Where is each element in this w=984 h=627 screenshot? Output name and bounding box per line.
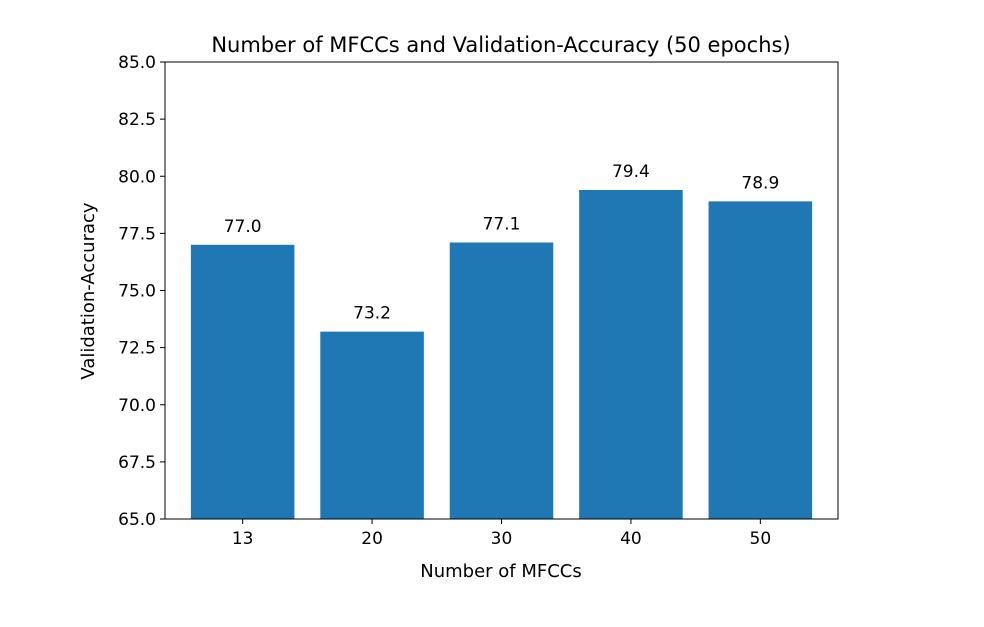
bar-20: [320, 331, 424, 519]
x-axis: 13 20 30 40 50: [232, 519, 771, 549]
y-tick-label-85.0: 85.0: [118, 53, 156, 73]
data-labels-group: 77.0 73.2 77.1 79.4 78.9: [224, 162, 780, 324]
x-tick-label-40: 40: [620, 529, 642, 549]
y-tick-label-70.0: 70.0: [118, 396, 156, 416]
y-tick-label-75.0: 75.0: [118, 282, 156, 302]
x-tick-label-20: 20: [361, 529, 383, 549]
bar-13: [190, 244, 295, 520]
bar-40: [579, 189, 683, 519]
y-tick-label-80.0: 80.0: [118, 167, 156, 187]
chart-title: Number of MFCCs and Validation-Accuracy …: [211, 33, 790, 57]
y-tick-label-77.5: 77.5: [118, 224, 156, 244]
x-tick-label-13: 13: [232, 529, 254, 549]
y-tick-label-65.0: 65.0: [118, 510, 156, 530]
data-label-40: 79.4: [612, 162, 650, 182]
data-label-50: 78.9: [741, 173, 779, 193]
x-tick-label-50: 50: [750, 529, 772, 549]
x-axis-label: Number of MFCCs: [420, 561, 582, 582]
y-tick-label-82.5: 82.5: [118, 110, 156, 130]
data-label-13: 77.0: [224, 217, 262, 237]
y-axis: 65.0 67.5 70.0 72.5 75.0 77.5 80.0 82.5 85.0: [118, 53, 165, 530]
bars-group: [190, 189, 813, 520]
y-axis-label: Validation-Accuracy: [78, 202, 99, 380]
x-tick-label-30: 30: [491, 529, 513, 549]
y-tick-label-67.5: 67.5: [118, 453, 156, 473]
data-label-20: 73.2: [353, 304, 391, 324]
data-label-30: 77.1: [483, 215, 521, 235]
bar-50: [708, 201, 813, 519]
bar-30: [449, 242, 554, 519]
y-tick-label-72.5: 72.5: [118, 339, 156, 359]
